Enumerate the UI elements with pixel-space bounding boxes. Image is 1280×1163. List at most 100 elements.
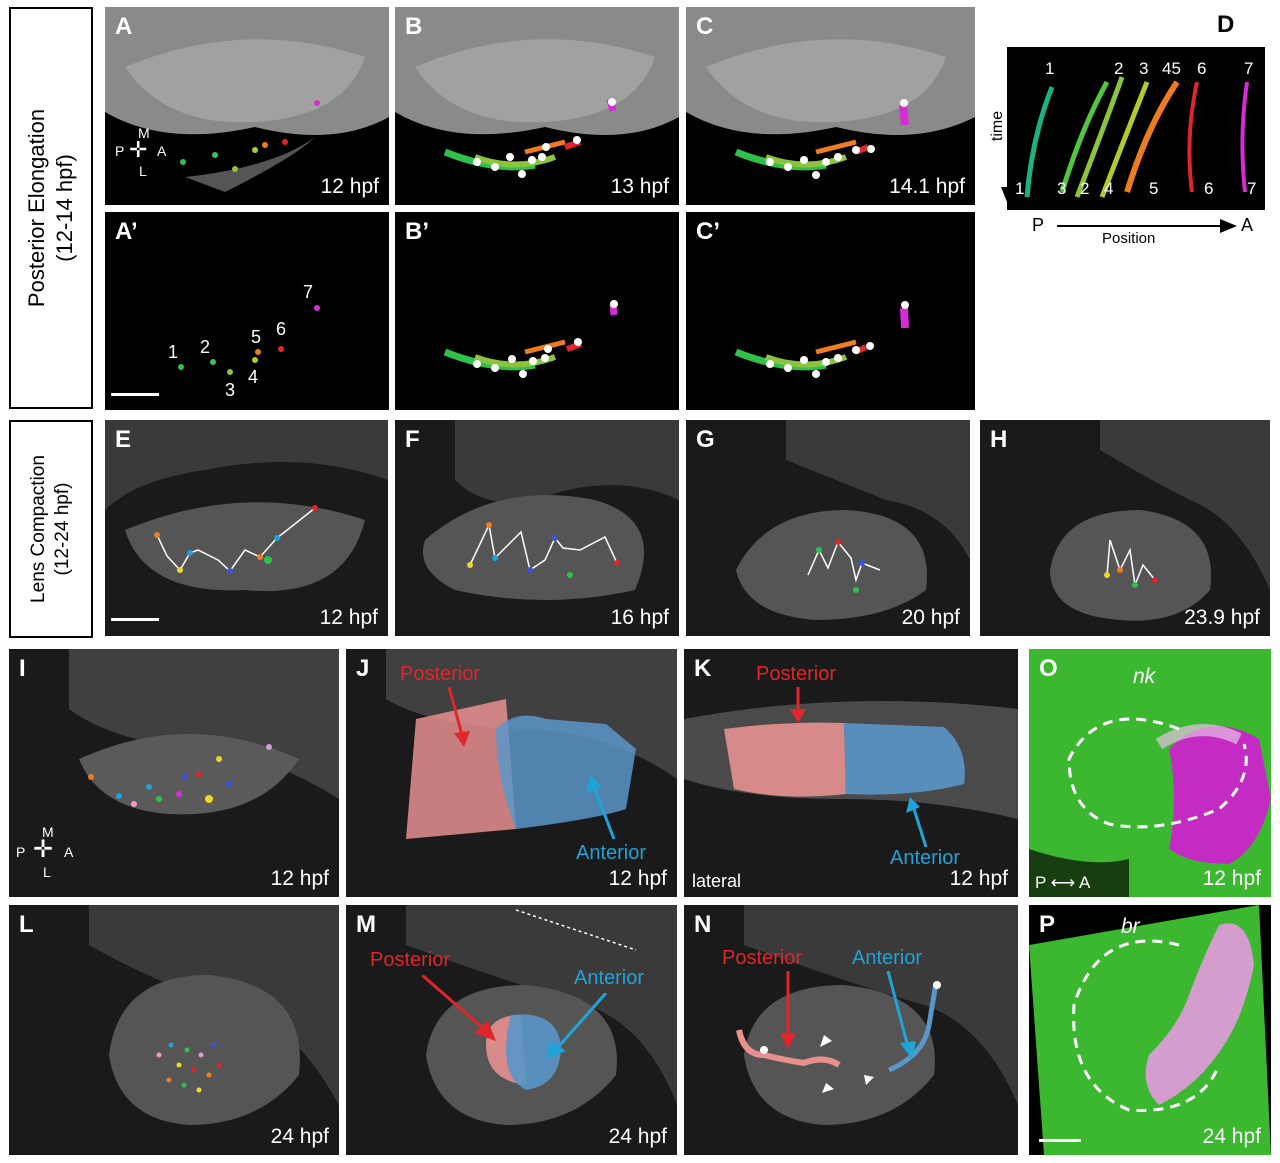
panel-o-axis: P ⟷ A (1035, 873, 1090, 893)
scale-bar-e (111, 618, 159, 621)
panel-o-time: 12 hpf (1202, 867, 1261, 890)
panel-a-prime-image (178, 305, 320, 375)
d-axis-a: A (1241, 215, 1254, 235)
row1-title-box: Posterior Elongation (12-14 hpf) (9, 7, 93, 409)
panel-h-time: 23.9 hpf (1184, 606, 1260, 629)
panel-c: C 14.1 hpf (686, 7, 975, 205)
panel-j: J Posterior Anterior 12 hpf (346, 649, 677, 897)
d-bot-6: 6 (1204, 179, 1214, 198)
panel-j-posterior: Posterior (400, 663, 481, 685)
d-top-3: 3 (1139, 59, 1149, 78)
a2-num-1: 1 (168, 342, 179, 362)
panel-m-label: M (356, 911, 376, 938)
compass-p: P (115, 143, 125, 159)
panel-d-label: D (1217, 11, 1235, 38)
panel-c-image (686, 7, 975, 179)
panel-a-label: A (115, 13, 133, 40)
compass-i-a: A (64, 844, 74, 860)
row1-title-text: Posterior Elongation (24, 108, 49, 308)
panel-i-image (9, 649, 339, 897)
panel-a-prime: A’ 1 2 3 4 5 6 7 (105, 212, 389, 410)
panel-n-anterior: Anterior (852, 947, 923, 969)
d-bot-3: 3 (1057, 179, 1067, 198)
panel-i: I M ✛ P A L 12 hpf (9, 649, 339, 897)
panel-a-time: 12 hpf (320, 175, 379, 198)
kymograph: 1 2 3 45 6 7 1 3 2 4 5 6 7 (1007, 47, 1265, 210)
panel-e-time: 12 hpf (319, 606, 378, 629)
compass-a: M ✛ P A L (115, 125, 185, 185)
arrow-n-posterior (780, 971, 796, 1049)
panel-o-a: A (1078, 873, 1091, 892)
panel-b-prime-image (443, 300, 618, 378)
panel-a-image (105, 7, 389, 192)
panel-p-gene: br (1121, 915, 1140, 938)
panel-o-p: P (1035, 873, 1047, 892)
compass-i: M ✛ P A L (14, 824, 94, 888)
panel-c-label: C (696, 13, 714, 40)
panel-k-label: K (694, 655, 712, 682)
a2-num-4: 4 (248, 367, 259, 387)
panel-j-label: J (356, 655, 370, 682)
panel-o-label: O (1039, 655, 1058, 682)
a2-num-5: 5 (251, 327, 262, 347)
d-bot-1: 1 (1015, 179, 1025, 198)
panel-n-label: N (694, 911, 712, 938)
panel-m-image (346, 905, 677, 1155)
panel-b-time: 13 hpf (610, 175, 669, 198)
scale-bar-a2 (111, 393, 159, 396)
compass-i-p: P (16, 844, 26, 860)
panel-n-image (684, 905, 1018, 1155)
panel-o-image (1029, 649, 1271, 897)
row2-title-sub: (12-24 hpf) (52, 482, 73, 576)
arrow-n-anterior (886, 971, 916, 1059)
panel-m: M Posterior Anterior 24 hpf (346, 905, 677, 1155)
panel-b-image (395, 7, 679, 178)
panel-g: G 20 hpf (686, 420, 970, 636)
panel-k-view: lateral (692, 871, 742, 891)
panel-p-label: P (1039, 911, 1056, 938)
panel-k-time: 12 hpf (949, 867, 1008, 890)
panel-g-time: 20 hpf (901, 606, 960, 629)
panel-k-image (684, 649, 1018, 897)
compass-a-letter: A (157, 143, 167, 159)
panel-d: D time 1 2 3 45 6 7 1 3 2 4 5 6 7 P A Po… (985, 7, 1275, 252)
panel-l: L 24 hpf (9, 905, 339, 1155)
panel-p: P br 24 hpf (1029, 905, 1271, 1155)
panel-l-label: L (19, 911, 34, 938)
panel-p-image (1029, 905, 1271, 1155)
panel-b-prime: B’ (395, 212, 679, 410)
panel-j-anterior: Anterior (576, 842, 647, 864)
panel-g-label: G (696, 426, 715, 453)
panel-g-image (686, 420, 970, 636)
arrow-k-posterior (790, 687, 806, 723)
panel-b-label: B (405, 13, 423, 40)
scale-bar-p (1039, 1139, 1081, 1142)
row1-title-sub: (12-14 hpf) (52, 154, 77, 262)
row2-title-text: Lens Compaction (28, 455, 49, 603)
panel-c-prime-label: C’ (696, 218, 720, 245)
a2-num-3: 3 (225, 380, 236, 400)
compass-l: L (139, 163, 147, 179)
arrow-k-anterior (906, 797, 928, 847)
panel-h-image (980, 420, 1270, 636)
panel-c-prime: C’ (686, 212, 975, 410)
kymograph-tracks (1024, 76, 1249, 198)
panel-e-image (105, 420, 388, 636)
d-top-6: 6 (1197, 59, 1207, 78)
panel-b-prime-label: B’ (405, 218, 429, 245)
arrow-m-anterior (546, 993, 608, 1059)
panel-j-image (346, 649, 677, 897)
panel-k: K Posterior Anterior lateral 12 hpf (684, 649, 1018, 897)
panel-f-image (395, 420, 679, 636)
d-top-1: 1 (1045, 59, 1055, 78)
panel-e: E 12 hpf (105, 420, 388, 636)
panel-f-time: 16 hpf (610, 606, 669, 629)
d-axis-p: P (1032, 215, 1045, 235)
panel-f-label: F (405, 426, 420, 453)
panel-o-gene: nk (1133, 665, 1156, 688)
panel-m-anterior: Anterior (574, 967, 645, 989)
panel-p-time: 24 hpf (1202, 1125, 1261, 1148)
panel-k-anterior: Anterior (890, 847, 961, 869)
panel-i-time: 12 hpf (270, 867, 329, 890)
panel-n-posterior: Posterior (722, 947, 803, 969)
